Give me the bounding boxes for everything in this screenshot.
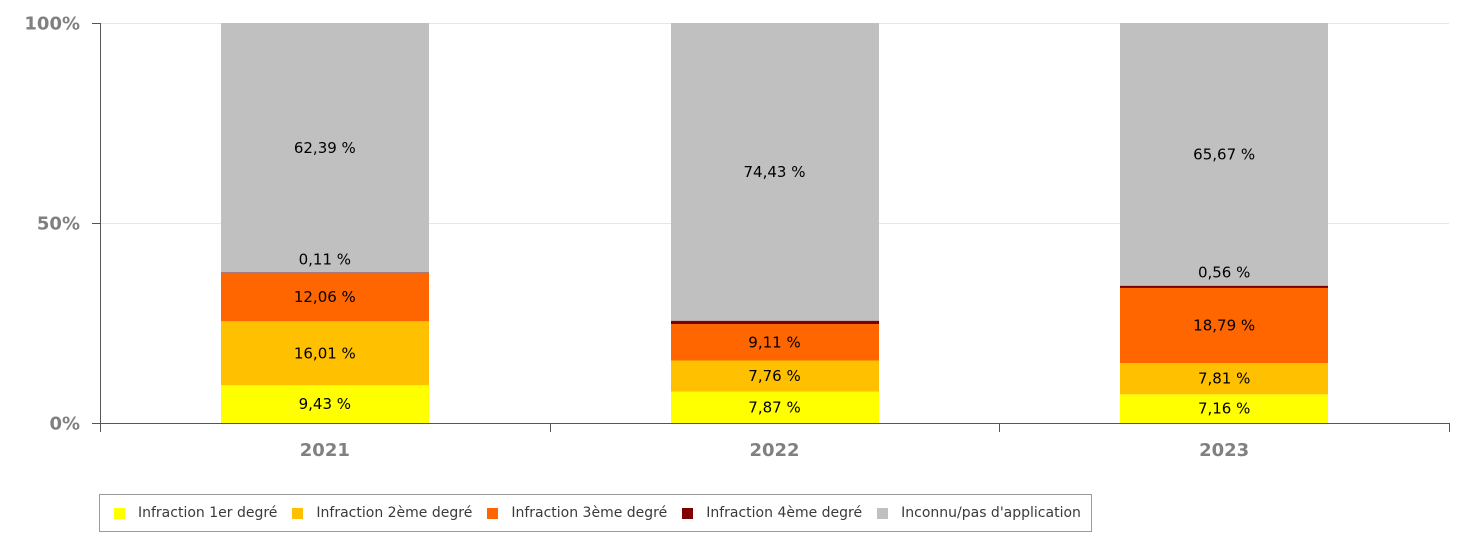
bar-segment — [671, 360, 879, 392]
bar-segment — [1120, 23, 1328, 286]
legend-item: Infraction 1er degré — [114, 505, 277, 521]
y-tick-label: 100% — [24, 14, 80, 35]
bar-segment — [221, 385, 429, 423]
data-label: 65,67 % — [1193, 145, 1255, 163]
legend-swatch — [877, 507, 889, 519]
data-label: 0,11 % — [299, 251, 351, 269]
data-label: 7,81 % — [1198, 370, 1250, 388]
legend-swatch — [487, 507, 499, 519]
data-label: 7,76 % — [748, 367, 800, 385]
bar-segment — [221, 273, 429, 322]
bars — [221, 23, 1328, 423]
legend: Infraction 1er degré Infraction 2ème degr… — [99, 494, 1092, 532]
bar-segment — [671, 23, 879, 321]
legend-item: Infraction 3ème degré — [487, 505, 667, 521]
data-label: 74,43 % — [744, 163, 806, 181]
legend-item: Inconnu/pas d'application — [877, 505, 1081, 521]
legend-item: Infraction 2ème degré — [292, 505, 472, 521]
y-tick-label: 0% — [49, 414, 80, 435]
axes: 0% 50% 100% 2021 2022 2023 — [24, 14, 1450, 461]
bar-segment — [1120, 394, 1328, 423]
x-tick-label: 2021 — [300, 440, 350, 461]
bar-segment — [221, 321, 429, 386]
bar-segment — [671, 391, 879, 423]
data-label: 7,16 % — [1198, 400, 1250, 418]
bar-segment — [671, 324, 879, 361]
legend-label: Inconnu/pas d'application — [901, 505, 1081, 521]
legend-swatch — [682, 507, 694, 519]
legend-swatch — [292, 507, 304, 519]
data-label: 62,39 % — [294, 139, 356, 157]
stacked-bar-chart: 0% 50% 100% 2021 2022 2023 9,43 % 16,01 % 12,06… — [24, 14, 1450, 461]
legend-label: Infraction 4ème degré — [706, 505, 863, 521]
bar-segment — [221, 23, 429, 273]
bar-segment — [1120, 285, 1328, 288]
data-labels: 9,43 % 16,01 % 12,06 % 0,11 % 62,39 % 7,87 % 7… — [294, 139, 1255, 418]
data-label: 9,43 % — [299, 395, 351, 413]
legend-swatch — [114, 507, 125, 519]
data-label: 16,01 % — [294, 344, 356, 362]
bar-segment — [671, 320, 879, 325]
data-label: 0,56 % — [1198, 264, 1250, 282]
bar-segment — [1120, 287, 1328, 364]
data-label: 9,11 % — [748, 333, 800, 351]
data-label: 7,87 % — [748, 398, 800, 416]
data-label: 18,79 % — [1193, 317, 1255, 335]
y-tick-label: 50% — [37, 214, 80, 235]
bar-segment — [1120, 363, 1328, 395]
x-tick-label: 2023 — [1199, 440, 1249, 461]
legend-item: Infraction 4ème degré — [682, 505, 862, 521]
legend-label: Infraction 2ème degré — [316, 505, 473, 521]
x-tick-label: 2022 — [749, 440, 799, 461]
legend-label: Infraction 1er degré — [138, 505, 278, 521]
data-label: 12,06 % — [294, 288, 356, 306]
legend-label: Infraction 3ème degré — [511, 505, 668, 521]
